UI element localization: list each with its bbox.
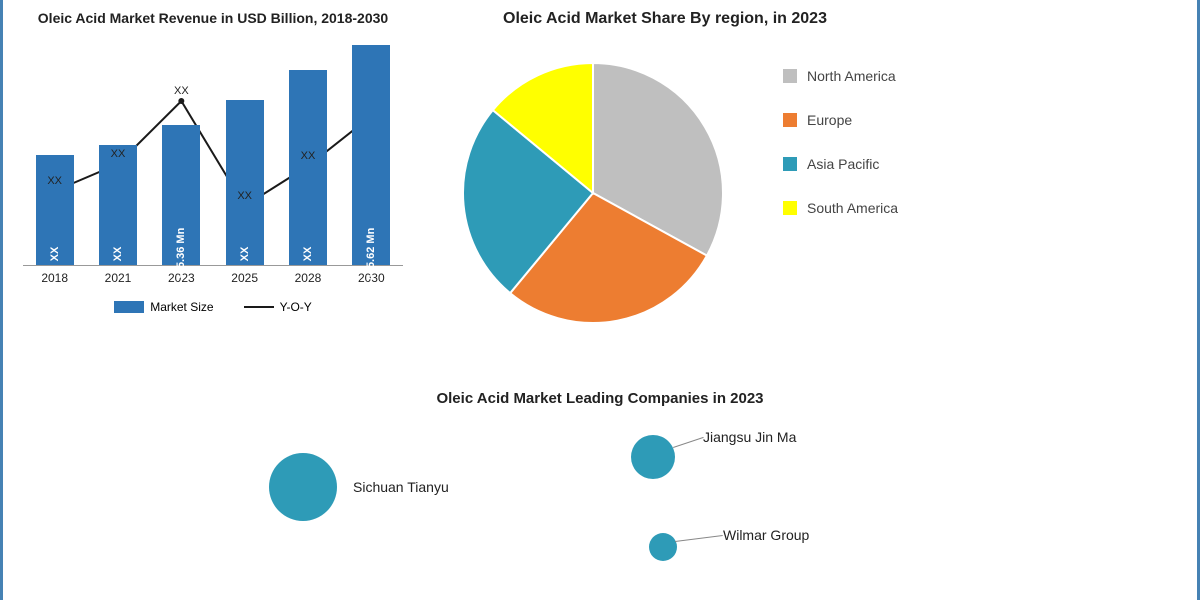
line-point-label: XX bbox=[47, 175, 62, 187]
company-bubble bbox=[269, 453, 337, 521]
pie-legend-item: North America bbox=[783, 68, 898, 84]
bar-value-label: XX bbox=[112, 247, 124, 262]
line-point-label: XX bbox=[237, 190, 252, 202]
pie-legend-item: Asia Pacific bbox=[783, 156, 898, 172]
bar: 465.62 Mn bbox=[352, 45, 390, 265]
bar-chart-area: XX XX 335.36 Mn XX XX 465.62 Mn XX XX XX XX XX bbox=[23, 36, 403, 266]
line-point-label: XX bbox=[111, 148, 126, 160]
legend-label: Market Size bbox=[150, 300, 213, 314]
pie-legend-label: North America bbox=[807, 68, 896, 84]
bar-value-label: XX bbox=[239, 247, 251, 262]
bar-x-axis: 201820212023202520282030 bbox=[23, 271, 403, 285]
line-point-label: XX bbox=[301, 150, 316, 162]
pie-chart bbox=[443, 58, 743, 328]
bar-chart-panel: Oleic Acid Market Revenue in USD Billion… bbox=[3, 0, 423, 380]
pie-chart-title: Oleic Acid Market Share By region, in 20… bbox=[443, 10, 1177, 28]
bar-value-label: 335.36 Mn bbox=[175, 228, 187, 281]
leader-line bbox=[675, 535, 723, 542]
bar-chart-title: Oleic Acid Market Revenue in USD Billion… bbox=[23, 10, 403, 26]
pie-chart-legend: North America Europe Asia Pacific South Ame… bbox=[783, 38, 898, 216]
pie-legend-label: Europe bbox=[807, 112, 852, 128]
company-label: Sichuan Tianyu bbox=[353, 479, 449, 495]
company-label: Wilmar Group bbox=[723, 527, 809, 543]
leader-line bbox=[673, 437, 703, 448]
legend-swatch bbox=[244, 306, 274, 308]
legend-swatch bbox=[114, 301, 144, 313]
bubble-chart-area: Sichuan Tianyu Jiangsu Jin Ma Wilmar Group bbox=[43, 427, 1157, 567]
x-tick-label: 2021 bbox=[86, 271, 149, 285]
pie-legend-swatch bbox=[783, 201, 797, 215]
pie-legend-label: South America bbox=[807, 200, 898, 216]
bubble-chart-panel: Oleic Acid Market Leading Companies in 2… bbox=[3, 380, 1197, 577]
legend-item: Market Size bbox=[114, 300, 213, 314]
bar-value-label: XX bbox=[302, 247, 314, 262]
bar: XX bbox=[99, 145, 137, 265]
pie-legend-swatch bbox=[783, 157, 797, 171]
bar-value-label: 465.62 Mn bbox=[365, 228, 377, 281]
bar: XX bbox=[289, 70, 327, 265]
legend-label: Y-O-Y bbox=[280, 300, 312, 314]
company-bubble bbox=[631, 435, 675, 479]
bar: XX bbox=[226, 100, 264, 265]
yoy-line bbox=[23, 36, 403, 266]
legend-item: Y-O-Y bbox=[244, 300, 312, 314]
x-tick-label: 2025 bbox=[213, 271, 276, 285]
company-label: Jiangsu Jin Ma bbox=[703, 429, 796, 445]
bar-value-label: XX bbox=[49, 247, 61, 262]
pie-chart-panel: Oleic Acid Market Share By region, in 20… bbox=[423, 0, 1197, 380]
bar-chart-legend: Market Size Y-O-Y bbox=[23, 300, 403, 314]
pie-legend-swatch bbox=[783, 69, 797, 83]
pie-legend-swatch bbox=[783, 113, 797, 127]
bubble-chart-title: Oleic Acid Market Leading Companies in 2… bbox=[43, 390, 1157, 407]
x-tick-label: 2018 bbox=[23, 271, 86, 285]
bar: XX bbox=[36, 155, 74, 265]
x-tick-label: 2028 bbox=[276, 271, 339, 285]
bar: 335.36 Mn bbox=[162, 125, 200, 265]
pie-legend-label: Asia Pacific bbox=[807, 156, 879, 172]
line-point-label: XX bbox=[174, 85, 189, 97]
company-bubble bbox=[649, 533, 677, 561]
pie-legend-item: South America bbox=[783, 200, 898, 216]
pie-legend-item: Europe bbox=[783, 112, 898, 128]
